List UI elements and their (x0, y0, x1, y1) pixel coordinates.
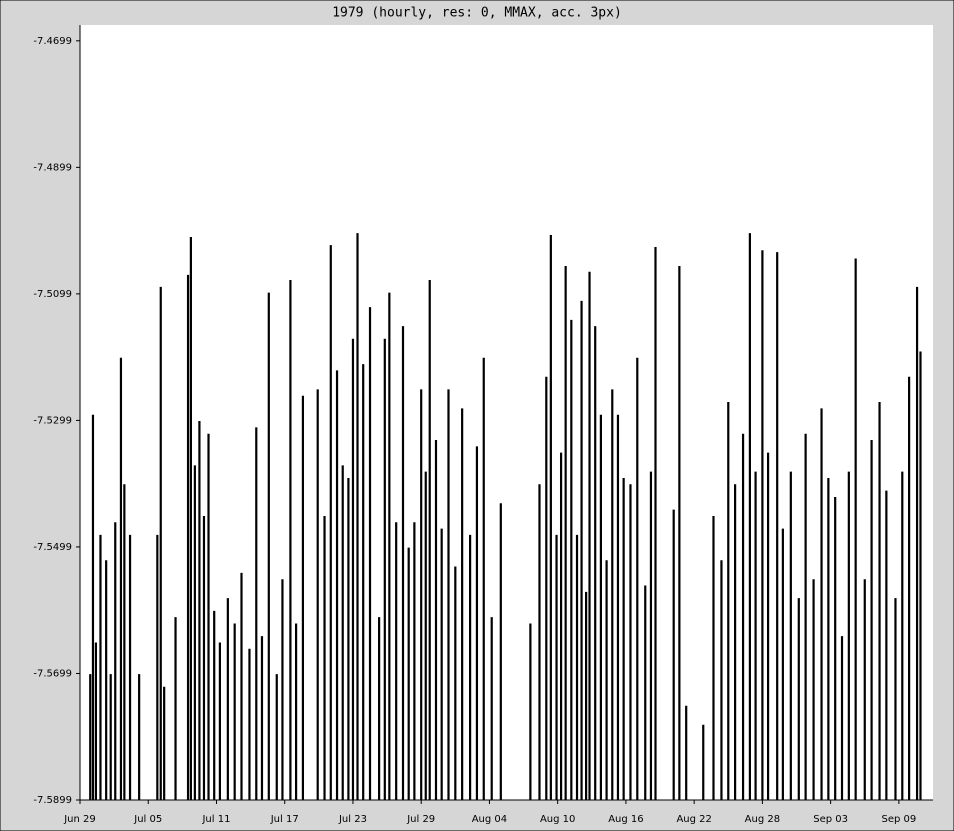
x-tick-label: Jul 29 (406, 814, 435, 825)
x-tick-label: Aug 22 (676, 814, 711, 825)
x-tick-label: Jul 11 (201, 814, 230, 825)
chart-title: 1979 (hourly, res: 0, MMAX, acc. 3px) (332, 6, 622, 21)
x-tick-label: Sep 03 (813, 814, 848, 825)
y-tick-label: -7.5099 (33, 289, 72, 300)
y-tick-label: -7.5299 (33, 415, 72, 426)
x-tick-label: Aug 10 (540, 814, 575, 825)
y-tick-label: -7.5899 (33, 795, 72, 806)
y-tick-label: -7.4699 (33, 36, 72, 47)
x-tick-label: Jun 29 (63, 814, 96, 825)
y-tick-label: -7.5499 (33, 542, 72, 553)
x-tick-label: Aug 28 (745, 814, 780, 825)
y-tick-label: -7.4899 (33, 162, 72, 173)
x-tick-label: Aug 04 (472, 814, 507, 825)
x-tick-label: Aug 16 (608, 814, 643, 825)
x-tick-label: Sep 09 (881, 814, 916, 825)
x-tick-label: Jul 17 (270, 814, 299, 825)
y-tick-label: -7.5699 (33, 668, 72, 679)
x-tick-label: Jul 23 (338, 814, 367, 825)
x-tick-label: Jul 05 (133, 814, 162, 825)
